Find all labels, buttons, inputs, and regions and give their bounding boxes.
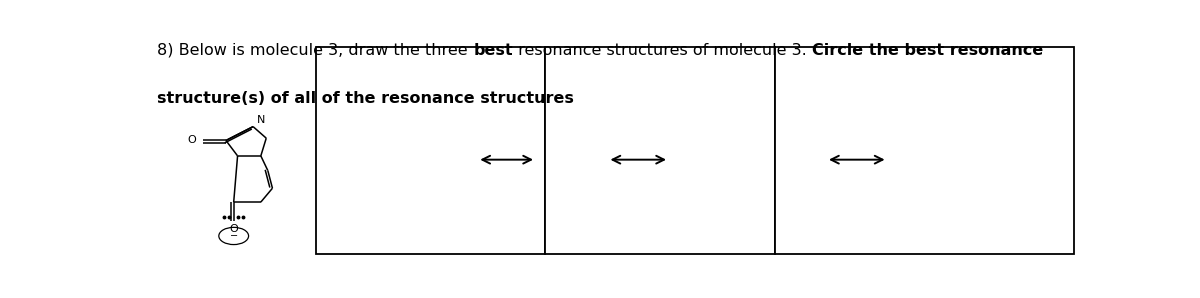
Text: 8) Below is molecule 3, draw the three: 8) Below is molecule 3, draw the three — [157, 43, 473, 58]
Bar — [316, 47, 545, 254]
Text: N: N — [257, 115, 265, 125]
Text: structure(s) of all of the resonance structures: structure(s) of all of the resonance str… — [157, 91, 575, 106]
Text: O: O — [229, 224, 238, 235]
Bar — [545, 47, 775, 254]
Text: O: O — [187, 136, 197, 145]
Text: −: − — [229, 231, 238, 241]
Text: resonance structures of molecule 3.: resonance structures of molecule 3. — [512, 43, 811, 58]
Text: Circle the best resonance: Circle the best resonance — [811, 43, 1043, 58]
Ellipse shape — [218, 227, 248, 245]
Bar — [775, 47, 1074, 254]
Text: best: best — [473, 43, 512, 58]
